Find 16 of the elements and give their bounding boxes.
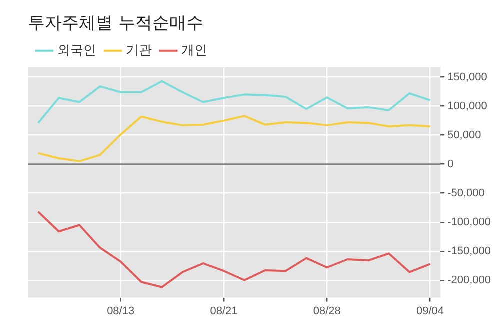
y-tick-label: 50,000	[448, 129, 482, 142]
x-tick-label: 08/21	[210, 305, 238, 318]
y-tick-label: -50,000	[448, 187, 485, 200]
y-tick-label: 150,000	[448, 71, 488, 84]
y-tick-label: 0	[448, 158, 454, 170]
x-tick-label: 08/28	[313, 305, 341, 318]
legend-label: 개인	[182, 43, 208, 58]
y-tick-label: -200,000	[448, 274, 492, 286]
legend-label: 외국인	[58, 43, 96, 58]
y-tick-label: -150,000	[448, 245, 492, 258]
legend-label: 기관	[126, 43, 152, 58]
chart-title: 투자주체별 누적순매수	[28, 14, 204, 34]
x-tick-label: 09/04	[416, 305, 444, 318]
y-tick-label: -100,000	[448, 216, 492, 228]
y-tick-label: 100,000	[448, 100, 488, 112]
x-tick-label: 08/13	[107, 305, 135, 318]
